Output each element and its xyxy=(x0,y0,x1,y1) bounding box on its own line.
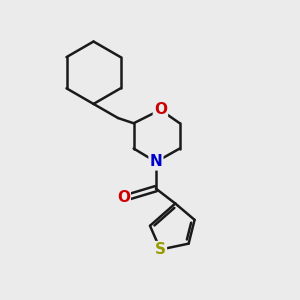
Text: O: O xyxy=(154,102,167,117)
Text: O: O xyxy=(117,190,130,205)
Text: N: N xyxy=(150,154,162,169)
Text: S: S xyxy=(155,242,166,257)
